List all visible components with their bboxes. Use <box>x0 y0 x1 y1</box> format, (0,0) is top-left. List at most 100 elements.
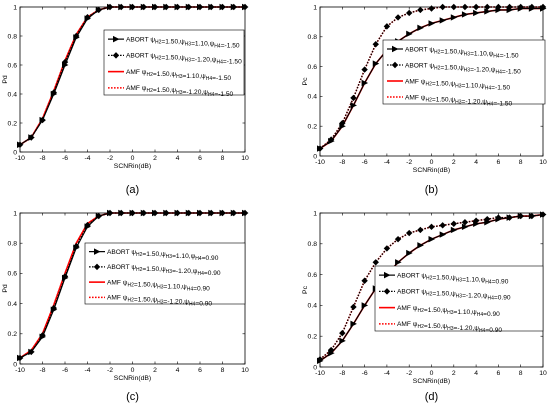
x-tick-label: 0 <box>430 370 434 377</box>
data-point-marker <box>230 3 237 11</box>
x-tick-label: -8 <box>339 370 345 377</box>
data-point-marker <box>84 221 91 229</box>
data-point-marker <box>118 209 125 217</box>
data-point-marker <box>196 3 204 11</box>
data-point-marker <box>129 209 136 217</box>
x-tick-label: 10 <box>539 159 547 166</box>
legend-entry-label: AMF ψH2=1.50,ψH3=1.10,ψH4=-1.50 <box>126 69 231 82</box>
data-point-marker <box>461 3 469 11</box>
data-point-marker <box>372 259 379 266</box>
legend-entry-label: AMF ψH2=1.50,ψH3=-1.20,ψH4=0.90 <box>397 321 502 334</box>
legend-swatch-marker <box>384 271 391 279</box>
legend-box <box>382 39 546 105</box>
data-point-marker <box>428 235 435 243</box>
y-tick-label: 0 <box>13 361 17 368</box>
x-tick-label: -6 <box>62 155 68 162</box>
chart-panel: -10 -8 -6 -4 -2 0 2 4 6 8 10 0 0.2 0.4 0.6 0.8 1 SCNRin(d… <box>2 209 249 403</box>
y-tick-label: 1 <box>13 4 17 11</box>
data-point-marker <box>406 249 413 257</box>
data-point-marker <box>327 136 335 143</box>
legend-entry-label: AMF ψH2=1.50,ψH3=-1.20,ψH4=0.90 <box>107 295 212 308</box>
data-point-marker <box>461 11 469 18</box>
y-tick-label: 0.4 <box>308 94 318 101</box>
y-axis-label: Pd <box>2 75 9 84</box>
x-tick-label: 6 <box>198 367 202 374</box>
x-tick-label: 10 <box>539 370 547 377</box>
data-point-marker <box>129 3 136 11</box>
data-point-marker <box>350 94 357 102</box>
data-point-marker <box>394 14 402 21</box>
data-point-marker <box>383 23 391 30</box>
data-point-marker <box>208 209 215 217</box>
data-point-marker <box>450 14 458 21</box>
data-point-marker <box>140 209 147 217</box>
data-point-marker <box>16 141 24 148</box>
data-point-marker <box>28 348 35 356</box>
legend-entry-label: ABORT ψH2=1.50,ψH3=1.10,ψH4=-1.50 <box>405 46 519 59</box>
data-point-marker <box>61 58 69 66</box>
data-point-marker <box>50 89 57 96</box>
data-point-marker <box>316 356 324 363</box>
x-tick-label: -6 <box>62 367 68 374</box>
data-point-marker <box>339 120 346 127</box>
data-point-marker <box>383 245 391 252</box>
data-point-marker <box>39 116 46 124</box>
x-tick-label: -8 <box>39 155 45 162</box>
x-tick-label: -2 <box>406 159 412 166</box>
data-point-marker <box>461 223 469 231</box>
x-tick-label: 4 <box>474 159 478 166</box>
data-point-marker <box>327 346 335 354</box>
data-point-marker <box>230 209 237 217</box>
legend-swatch-marker <box>113 35 120 43</box>
data-point-marker <box>174 209 181 217</box>
x-tick-label: 0 <box>131 367 135 374</box>
y-axis-label: Pd <box>2 284 9 293</box>
legend-swatch-marker <box>94 248 101 255</box>
data-point-marker <box>163 209 170 217</box>
data-point-marker <box>95 212 102 220</box>
legend-entry-label: AMF ψH2=1.50,ψH3=-1.20,ψH4=-1.50 <box>405 94 513 107</box>
data-point-marker <box>417 24 424 32</box>
data-point-marker <box>406 229 413 237</box>
y-tick-label: 0.8 <box>8 241 18 248</box>
y-tick-label: 0.4 <box>8 301 18 308</box>
x-tick-label: 2 <box>153 367 157 374</box>
x-axis-label: SCNRin(dB) <box>114 163 151 170</box>
data-point-marker <box>484 8 491 15</box>
data-point-marker <box>163 3 170 11</box>
legend-swatch-marker <box>392 45 399 53</box>
data-point-marker <box>461 219 469 226</box>
x-axis-label: SCNRin(dB) <box>413 378 450 385</box>
legend-entry-label: ABORT ψH2=1.50,ψH3=1.10,ψH4=0.90 <box>397 272 509 285</box>
data-point-marker <box>174 3 181 11</box>
data-point-marker <box>316 145 324 152</box>
y-tick-label: 1 <box>13 210 17 217</box>
data-point-marker <box>372 41 379 48</box>
data-point-marker <box>439 231 447 238</box>
x-tick-label: -2 <box>107 367 113 374</box>
data-point-marker <box>73 32 80 40</box>
x-tick-label: -2 <box>406 370 412 377</box>
series-line <box>19 212 245 359</box>
data-point-marker <box>350 320 357 328</box>
x-tick-label: 2 <box>452 159 456 166</box>
legend-entry-label: AMF ψH2=1.50,ψH3=1.10,ψH4=0.90 <box>107 279 210 292</box>
x-tick-label: 8 <box>221 367 225 374</box>
x-tick-label: 4 <box>176 155 180 162</box>
data-point-marker <box>472 217 480 224</box>
x-tick-label: -10 <box>15 155 25 162</box>
data-point-marker <box>73 243 80 250</box>
legend-entry-label: AMF ψH2=1.50,ψH3=-1.20,ψH4=-1.50 <box>126 85 234 98</box>
data-point-marker <box>439 222 446 229</box>
legend-entry-label: ABORT ψH2=1.50,ψH3=1.10,ψH4=0.90 <box>107 249 219 262</box>
data-point-marker <box>417 6 424 14</box>
data-point-marker <box>528 212 536 220</box>
x-tick-label: -6 <box>362 370 368 377</box>
data-point-marker <box>450 3 457 11</box>
y-tick-label: 0.6 <box>308 272 318 279</box>
y-tick-label: 1 <box>313 210 317 217</box>
x-tick-label: -4 <box>384 370 390 377</box>
x-axis-label: SCNRin(dB) <box>114 375 151 382</box>
data-point-marker <box>417 226 424 234</box>
